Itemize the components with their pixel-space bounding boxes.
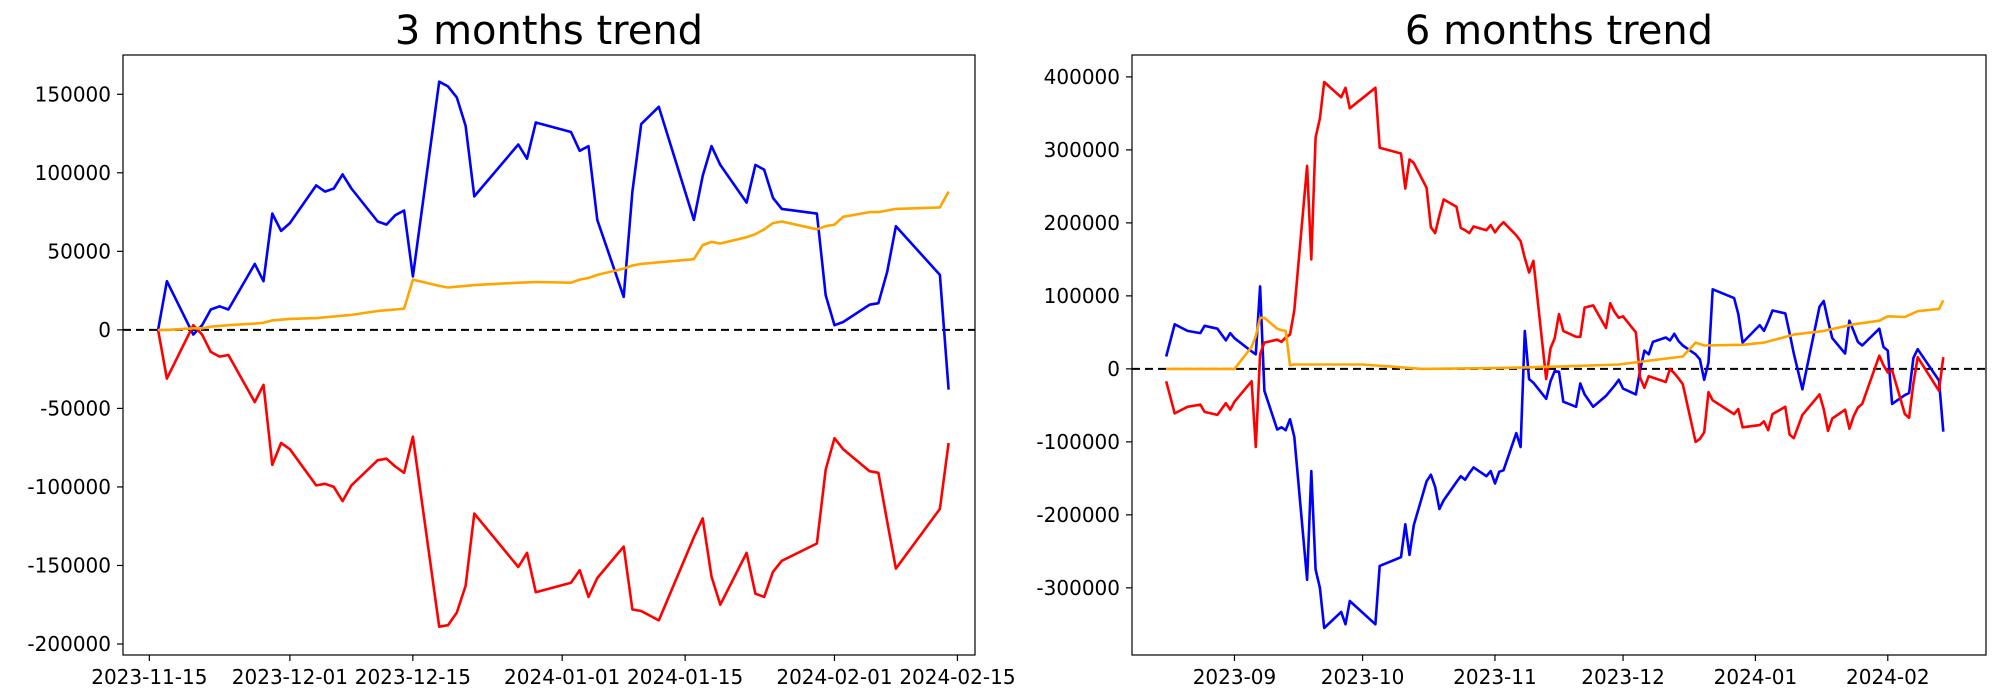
y-tick-label: 100000 bbox=[35, 161, 111, 185]
x-tick-label: 2023-10 bbox=[1321, 665, 1405, 689]
x-tick-label: 2024-02 bbox=[1846, 665, 1930, 689]
x-tick-label: 2024-01-15 bbox=[627, 665, 743, 689]
chart-title: 3 months trend bbox=[395, 8, 703, 54]
series-line-1 bbox=[1164, 285, 1945, 630]
y-tick-label: 0 bbox=[1107, 357, 1120, 381]
y-tick-label: 0 bbox=[98, 318, 111, 342]
x-tick-label: 2024-01-01 bbox=[504, 665, 620, 689]
axes: 2023-11-15 2023-12-01 2023-12-15 2024-01-01… bbox=[27, 54, 1016, 689]
x-tick-label: 2023-12-01 bbox=[232, 665, 348, 689]
plot-frame bbox=[122, 54, 976, 656]
chart-3-months: 3 months trend 2023-11-15 2023-12-01 2023-… bbox=[27, 8, 1015, 689]
y-tick-label: -50000 bbox=[40, 396, 111, 420]
series-line-2 bbox=[1164, 80, 1945, 449]
y-tick-label: 150000 bbox=[35, 82, 111, 106]
axes: 2023-09 2023-10 2023-11 2023-12 2024-01 2024-… bbox=[1036, 54, 1987, 689]
y-tick-label: 100000 bbox=[1044, 284, 1120, 308]
y-tick-label: -100000 bbox=[27, 475, 111, 499]
x-tick-label: 2024-01 bbox=[1714, 665, 1798, 689]
series-line-2 bbox=[156, 323, 950, 629]
plot-frame bbox=[1131, 54, 1987, 656]
series-line-3 bbox=[158, 190, 950, 332]
plot-area bbox=[123, 80, 975, 629]
y-tick-label: -200000 bbox=[27, 632, 111, 656]
y-tick-label: -100000 bbox=[1036, 430, 1120, 454]
y-tick-label: -150000 bbox=[27, 553, 111, 577]
y-tick-label: 300000 bbox=[1044, 138, 1120, 162]
y-tick-label: 400000 bbox=[1044, 65, 1120, 89]
x-tick-label: 2023-12-15 bbox=[355, 665, 471, 689]
x-tick-label: 2023-11-15 bbox=[91, 665, 207, 689]
plot-area bbox=[1132, 80, 1986, 630]
x-tick-label: 2023-09 bbox=[1193, 665, 1277, 689]
x-tick-label: 2023-12 bbox=[1581, 665, 1665, 689]
series-line-1 bbox=[156, 80, 950, 390]
y-tick-label: 50000 bbox=[47, 239, 111, 263]
y-tick-label: -300000 bbox=[1036, 576, 1120, 600]
x-tick-label: 2024-02-01 bbox=[776, 665, 892, 689]
x-tick-label: 2024-02-15 bbox=[899, 665, 1015, 689]
y-tick-label: -200000 bbox=[1036, 503, 1120, 527]
series-line-3 bbox=[1166, 299, 1945, 371]
y-tick-label: 200000 bbox=[1044, 211, 1120, 235]
chart-6-months: 6 months trend 2023-09 2023-10 2023-11 2023… bbox=[1036, 8, 1987, 689]
x-tick-label: 2023-11 bbox=[1453, 665, 1537, 689]
chart-title: 6 months trend bbox=[1405, 8, 1713, 54]
